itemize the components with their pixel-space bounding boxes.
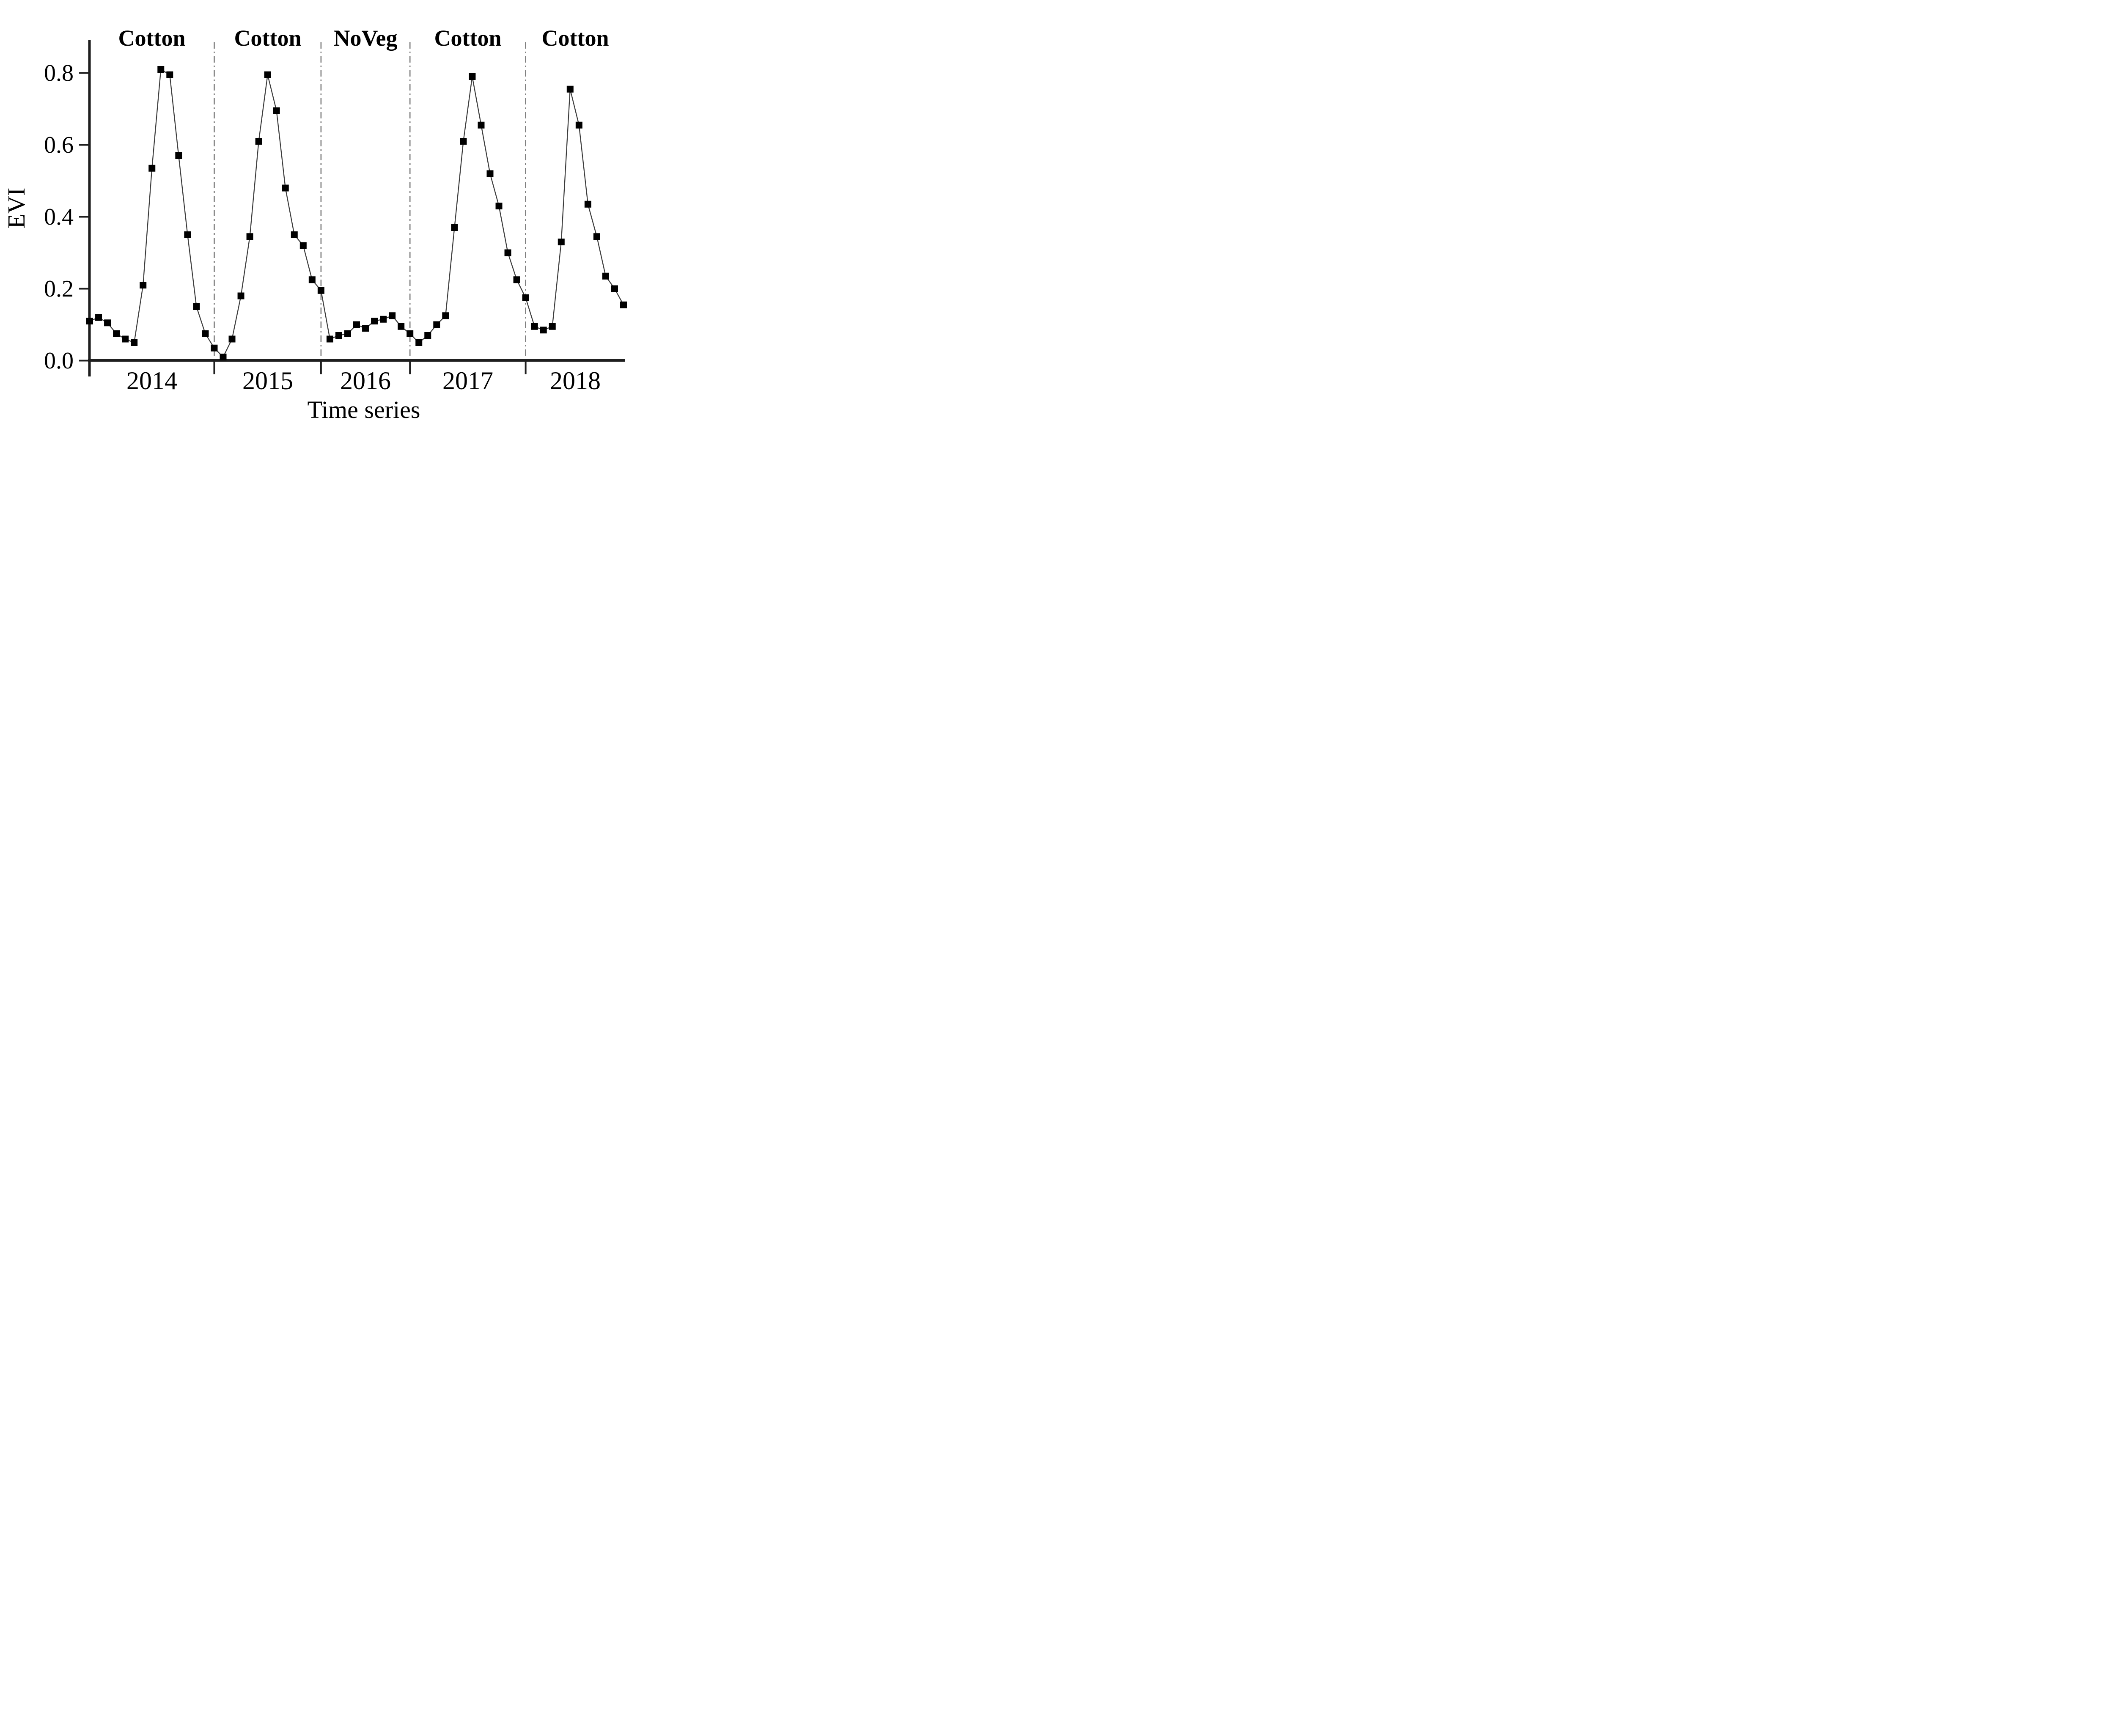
- evi-series-line: [89, 69, 624, 358]
- season-label-2018: Cotton: [542, 25, 609, 51]
- evi-data-point: [255, 138, 262, 145]
- chart-page: Cotton Cotton NoVeg Cotton Cotton 0.8 0.…: [0, 0, 641, 434]
- y-axis-tick: [79, 144, 89, 146]
- evi-data-point: [148, 165, 156, 172]
- evi-data-point: [237, 292, 244, 299]
- evi-data-point: [264, 71, 271, 78]
- evi-data-point: [175, 152, 182, 159]
- evi-data-point: [433, 321, 440, 328]
- evi-data-point: [317, 287, 324, 294]
- evi-data-point: [291, 231, 298, 238]
- xtick-label-2017: 2017: [442, 367, 493, 395]
- y-axis-tick: [79, 72, 89, 74]
- evi-data-point: [424, 332, 431, 339]
- evi-data-point: [611, 285, 618, 292]
- evi-data-point: [398, 323, 405, 330]
- evi-data-point: [308, 276, 316, 283]
- chart-geometry: [79, 40, 627, 376]
- xtick-label-2014: 2014: [126, 367, 177, 395]
- evi-data-point: [620, 301, 627, 308]
- xtick-label-2015: 2015: [242, 367, 293, 395]
- evi-data-point: [166, 71, 173, 78]
- evi-data-point: [602, 272, 609, 280]
- xtick-label-2018: 2018: [550, 367, 601, 395]
- evi-data-point: [486, 170, 494, 177]
- y-axis-tick: [79, 216, 89, 218]
- evi-data-point: [228, 335, 236, 343]
- evi-data-point: [549, 323, 556, 330]
- evi-data-point: [460, 138, 467, 145]
- ytick-label-0.2: 0.2: [44, 276, 74, 302]
- season-label-2014: Cotton: [118, 25, 186, 51]
- y-axis-spine: [88, 40, 91, 376]
- x-axis-tick: [409, 361, 411, 374]
- evi-data-point: [193, 303, 200, 310]
- evi-data-point: [273, 107, 280, 114]
- evi-data-point: [504, 249, 511, 256]
- evi-data-point: [95, 314, 102, 321]
- evi-data-point: [362, 325, 369, 332]
- evi-data-point: [104, 319, 111, 327]
- x-axis-title: Time series: [308, 396, 420, 423]
- y-axis-title: EVI: [3, 188, 30, 229]
- evi-data-point: [442, 312, 449, 319]
- ytick-label-0.6: 0.6: [44, 132, 74, 158]
- evi-data-point: [495, 203, 503, 209]
- evi-data-point: [451, 224, 458, 231]
- evi-data-point: [113, 330, 120, 337]
- x-axis-spine: [88, 359, 625, 362]
- evi-data-point: [299, 242, 307, 249]
- evi-data-point: [211, 344, 218, 352]
- x-axis-tick: [525, 361, 527, 374]
- evi-data-point: [371, 318, 378, 324]
- evi-data-point: [584, 201, 591, 208]
- evi-data-point: [131, 339, 138, 346]
- evi-time-series-chart: Cotton Cotton NoVeg Cotton Cotton 0.8 0.…: [3, 25, 627, 423]
- evi-data-point: [282, 184, 289, 192]
- ytick-label-0.4: 0.4: [44, 204, 74, 230]
- ytick-label-0.8: 0.8: [44, 60, 74, 86]
- y-axis-tick: [79, 360, 89, 362]
- evi-data-point: [122, 335, 129, 343]
- evi-data-point: [540, 327, 547, 334]
- evi-data-point: [202, 330, 209, 337]
- evi-data-point: [380, 316, 387, 323]
- ytick-label-0.0: 0.0: [44, 348, 74, 374]
- evi-data-point: [353, 321, 360, 328]
- evi-data-point: [522, 294, 529, 301]
- evi-data-point: [513, 276, 520, 283]
- evi-data-point: [246, 233, 253, 240]
- evi-data-point: [478, 121, 485, 129]
- x-axis-tick: [213, 361, 215, 374]
- evi-data-point: [86, 318, 93, 324]
- evi-data-point: [389, 312, 396, 319]
- evi-data-point: [469, 73, 476, 80]
- evi-data-point: [335, 332, 342, 339]
- evi-data-point: [184, 231, 191, 238]
- evi-data-point: [157, 66, 165, 73]
- evi-data-point: [326, 335, 333, 343]
- season-label-2015: Cotton: [234, 25, 302, 51]
- evi-data-point: [531, 323, 538, 330]
- evi-data-point: [220, 354, 227, 360]
- x-axis-tick: [320, 361, 322, 374]
- season-label-2017: Cotton: [434, 25, 502, 51]
- evi-data-point: [558, 239, 565, 245]
- season-label-2016: NoVeg: [333, 25, 397, 51]
- evi-data-point: [344, 330, 351, 337]
- xtick-label-2016: 2016: [340, 367, 391, 395]
- evi-data-point: [575, 121, 582, 129]
- evi-data-point: [415, 339, 423, 346]
- evi-data-point: [140, 282, 147, 288]
- evi-data-point: [566, 85, 574, 93]
- evi-data-point: [593, 233, 600, 240]
- evi-data-point: [407, 330, 414, 337]
- y-axis-tick: [79, 288, 89, 290]
